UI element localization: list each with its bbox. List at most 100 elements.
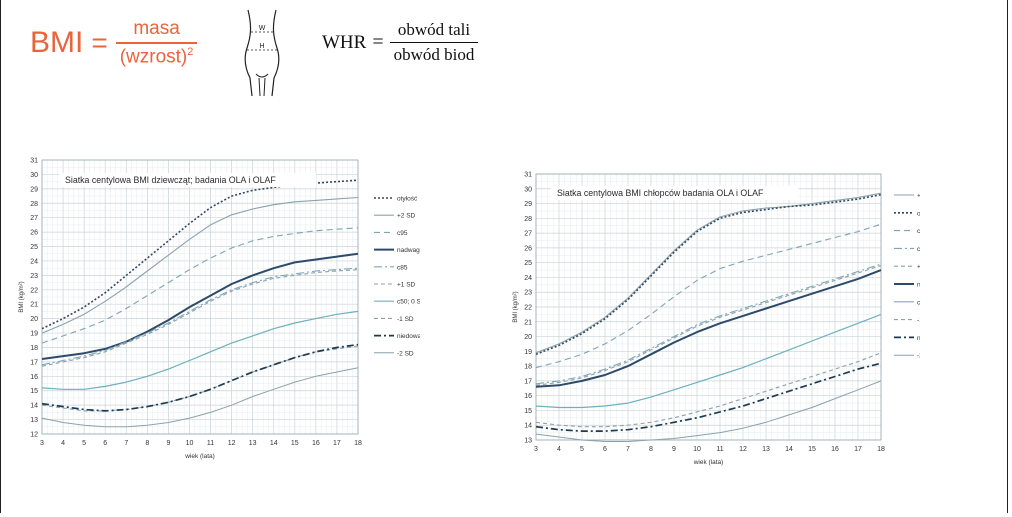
chart-0-legend-label: -1 SD xyxy=(397,316,414,323)
chart-0-series-line xyxy=(41,367,359,428)
chart-1-series-line xyxy=(535,269,882,388)
torso-icon: W H xyxy=(244,9,280,97)
chart-0-x-tick-label: 13 xyxy=(249,440,257,447)
chart-0-series-line xyxy=(41,343,359,412)
chart-1-x-tick-label: 10 xyxy=(693,446,701,453)
chart-0-y-tick-label: 21 xyxy=(30,302,38,309)
chart-1-x-tick-label: 8 xyxy=(649,446,653,453)
whr-fraction: obwód tali obwód biod xyxy=(389,20,479,65)
chart-1-x-axis-label: wiek (lata) xyxy=(693,459,724,466)
chart-0-legend-label: -2 SD xyxy=(397,350,414,357)
chart-0-y-tick-label: 28 xyxy=(30,201,38,208)
chart-1-legend-label: c95 xyxy=(917,228,920,235)
chart-0-legend-label: c95 xyxy=(397,230,408,237)
chart-1-x-tick-label: 5 xyxy=(580,446,584,453)
chart-0-y-tick-label: 12 xyxy=(30,432,38,439)
chart-0-series-line xyxy=(41,252,359,360)
chart-1-y-tick-label: 24 xyxy=(524,275,532,282)
chart-1-plot-border xyxy=(535,173,882,441)
chart-0-x-tick-label: 7 xyxy=(124,440,128,447)
bmi-equals: = xyxy=(91,26,108,58)
chart-1-y-tick-label: 15 xyxy=(524,408,532,415)
chart-0-series-line xyxy=(41,267,359,366)
boys-bmi-chart: 3 4 5 6 7 8 9 10 11 12 13 14 15 16 17 18 13 14 15 16 17 18 19 2… xyxy=(513,172,920,467)
chart-1-series-line xyxy=(535,192,882,354)
chart-1-x-tick-label: 15 xyxy=(808,446,816,453)
chart-0-y-tick-label: 23 xyxy=(30,273,38,280)
chart-0-x-tick-label: 11 xyxy=(207,440,214,447)
chart-0-series-line xyxy=(41,310,359,390)
chart-1-x-tick-label: 9 xyxy=(672,446,676,453)
chart-1-x-tick-label: 7 xyxy=(626,446,630,453)
chart-0-y-tick-label: 16 xyxy=(30,374,38,381)
whr-fraction-bar xyxy=(389,42,479,43)
chart-1-x-tick-label: 18 xyxy=(877,446,885,453)
chart-1-y-tick-label: 30 xyxy=(524,186,532,193)
chart-1-x-tick-label: 14 xyxy=(785,446,793,453)
chart-1-legend-label: +1 SD xyxy=(917,264,920,271)
chart-1-y-axis-label: BMI (kg/m²) xyxy=(513,291,519,322)
chart-0-legend-label: c85 xyxy=(397,264,408,271)
chart-1-legend-label: otyłość xyxy=(917,210,920,217)
chart-1-x-tick-label: 3 xyxy=(534,446,538,453)
chart-0-legend-label: otyłość xyxy=(397,196,418,203)
chart-0-y-tick-label: 18 xyxy=(30,345,38,352)
chart-0-x-axis-label: wiek (lata) xyxy=(184,453,215,460)
whr-equals: = xyxy=(372,31,384,53)
chart-0-y-tick-label: 27 xyxy=(30,215,38,222)
chart-0-title-bg xyxy=(59,173,316,187)
torso-hip-label: H xyxy=(259,43,264,50)
chart-1-x-tick-label: 11 xyxy=(716,446,723,453)
chart-1-title-bg xyxy=(551,186,799,200)
bmi-fraction: masa (wzrost)2 xyxy=(115,18,198,68)
chart-0-x-tick-label: 3 xyxy=(40,440,44,447)
bmi-denominator-wrap: (wzrost)2 xyxy=(116,46,198,68)
chart-1-y-tick-label: 20 xyxy=(524,334,532,341)
chart-0-series-line xyxy=(41,179,359,330)
chart-0-y-tick-label: 17 xyxy=(30,359,38,366)
chart-0-x-tick-label: 6 xyxy=(103,440,107,447)
bmi-formula: BMI = masa (wzrost)2 xyxy=(30,18,198,68)
chart-0-x-tick-label: 5 xyxy=(82,440,86,447)
chart-1-y-tick-label: 19 xyxy=(524,349,532,356)
bmi-numerator: masa xyxy=(133,18,180,39)
chart-1-y-tick-label: 26 xyxy=(524,245,532,252)
chart-0-legend-label: nadwaga xyxy=(397,247,420,254)
chart-0-legend-label: c50; 0 SD xyxy=(397,299,420,306)
whr-label: WHR xyxy=(322,31,367,53)
chart-1-legend-label: +2 SD xyxy=(917,193,920,200)
whr-numerator: obwód tali xyxy=(397,20,471,39)
chart-0-x-tick-label: 12 xyxy=(228,440,236,447)
chart-0-y-tick-label: 26 xyxy=(30,230,38,237)
chart-0-x-tick-label: 16 xyxy=(312,440,320,447)
chart-1-series-line xyxy=(535,263,882,385)
chart-1-series-line xyxy=(535,265,882,386)
chart-1-y-tick-label: 17 xyxy=(524,378,532,385)
chart-0-legend-label: +2 SD xyxy=(397,213,416,220)
chart-1-y-tick-label: 31 xyxy=(524,172,532,179)
chart-0-x-tick-label: 9 xyxy=(166,440,170,447)
chart-1-y-tick-label: 14 xyxy=(524,423,532,430)
chart-0-legend-label: niedowaga xyxy=(397,333,420,340)
chart-0-series-line xyxy=(41,227,359,344)
chart-0-x-tick-label: 15 xyxy=(291,440,299,447)
chart-1-y-tick-label: 23 xyxy=(524,290,532,297)
chart-1-y-tick-label: 18 xyxy=(524,364,532,371)
chart-0-y-tick-label: 30 xyxy=(30,172,38,179)
chart-1-y-tick-label: 22 xyxy=(524,305,532,312)
chart-1-y-tick-label: 13 xyxy=(524,438,532,445)
chart-1-legend-label: nadwaga xyxy=(917,282,920,289)
chart-1-x-tick-label: 12 xyxy=(739,446,747,453)
chart-1-series-line xyxy=(535,193,882,356)
chart-1-y-tick-label: 27 xyxy=(524,231,532,238)
chart-0-legend-label: +1 SD xyxy=(397,282,416,289)
chart-0-x-tick-label: 4 xyxy=(61,440,65,447)
chart-0-series-line xyxy=(41,269,359,367)
chart-1-series-line xyxy=(535,223,882,369)
whr-formula: WHR = obwód tali obwód biod xyxy=(322,20,479,65)
chart-0-series-line xyxy=(41,196,359,334)
chart-0-y-tick-label: 13 xyxy=(30,417,38,424)
chart-1-series-line xyxy=(535,380,882,442)
torso-waist-label: W xyxy=(259,25,266,32)
